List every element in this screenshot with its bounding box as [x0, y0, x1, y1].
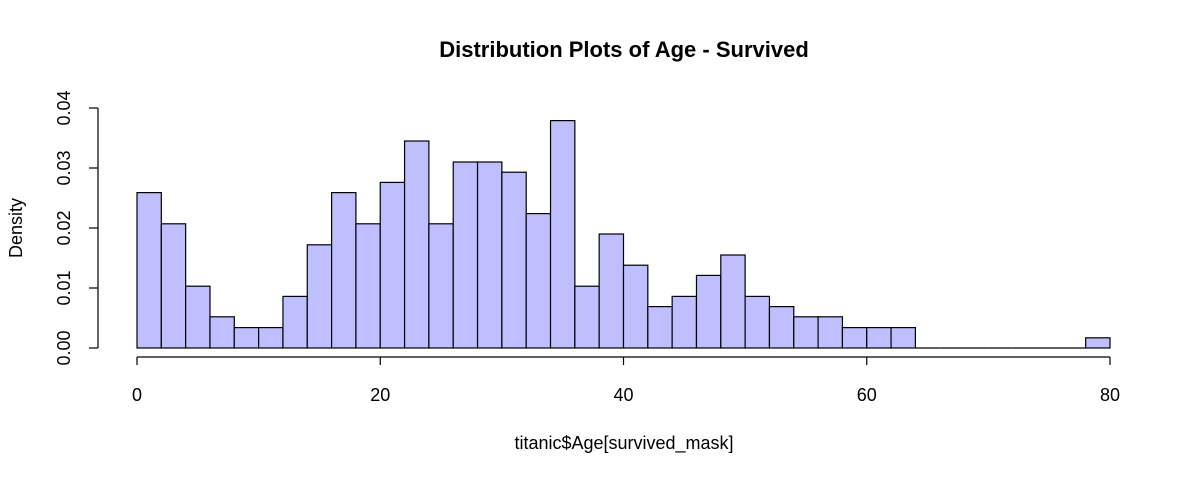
x-tick-label: 20: [370, 385, 390, 405]
histogram-bar: [549, 119, 576, 349]
y-tick-label: 0.02: [54, 210, 74, 245]
x-axis: 0 20 40 60 80: [132, 356, 1120, 405]
x-tick-label: 0: [132, 385, 142, 405]
histogram-bar: [185, 285, 211, 349]
histogram-bar: [744, 295, 771, 349]
histogram-bar: [695, 274, 722, 349]
histogram-bar: [647, 306, 673, 349]
histogram-bar: [1085, 337, 1111, 349]
y-tick-label: 0.00: [54, 330, 74, 365]
histogram-bar: [428, 223, 454, 349]
x-tick-label: 40: [613, 385, 633, 405]
histogram-bar: [793, 316, 819, 349]
histogram-bar: [671, 295, 698, 349]
y-tick-label: 0.04: [54, 90, 74, 125]
histogram-bar: [598, 233, 625, 349]
histogram-bar: [136, 192, 162, 349]
y-axis: 0.00 0.01 0.02 0.03 0.04: [54, 90, 99, 366]
histogram-bar: [817, 316, 844, 349]
histogram-bar: [403, 140, 430, 349]
histogram-bar: [501, 171, 527, 349]
histogram-bar: [866, 327, 892, 349]
histogram-bar: [258, 327, 284, 349]
x-axis-label: titanic$Age[survived_mask]: [514, 433, 733, 454]
histogram-bar: [720, 254, 746, 349]
histogram-bar: [233, 327, 260, 349]
histogram-bar: [379, 181, 406, 349]
histogram-bar: [452, 161, 479, 349]
histogram-bar: [160, 223, 187, 349]
histogram-bar: [209, 316, 235, 349]
histogram-bar: [306, 244, 333, 349]
histogram-bar: [768, 306, 795, 349]
chart-title: Distribution Plots of Age - Survived: [439, 37, 809, 62]
y-tick-label: 0.03: [54, 150, 74, 185]
y-axis-label: Density: [6, 198, 26, 258]
histogram-bar: [476, 161, 503, 349]
histogram-bar: [331, 192, 357, 349]
histogram-bar: [525, 213, 552, 349]
y-tick-label: 0.01: [54, 270, 74, 305]
x-tick-label: 80: [1100, 385, 1120, 405]
x-tick-label: 60: [857, 385, 877, 405]
histogram-bar: [841, 327, 868, 349]
bars-group: [136, 119, 1111, 349]
histogram-bar: [890, 327, 917, 349]
histogram-bar: [622, 264, 649, 349]
histogram-bar: [282, 295, 308, 349]
histogram-bar: [574, 285, 600, 349]
histogram-bar: [355, 223, 381, 349]
